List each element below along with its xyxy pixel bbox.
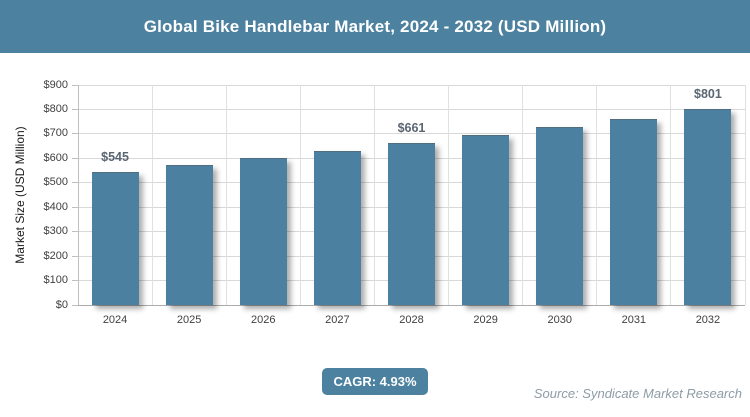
y-tick-label: $400 [43, 200, 68, 213]
x-tick-label: 2025 [176, 314, 202, 326]
bar [91, 171, 139, 305]
gridline-v [448, 85, 450, 305]
gridline-h [78, 84, 745, 86]
x-tick-label: 2027 [325, 314, 350, 326]
y-tick-mark [72, 255, 78, 257]
title-bar: Global Bike Handlebar Market, 2024 - 203… [0, 0, 750, 53]
gridline-v [596, 85, 598, 305]
y-tick-label: $900 [43, 78, 68, 91]
gridline-v [299, 85, 301, 305]
y-tick-label: $600 [43, 151, 68, 164]
x-tick-label: 2030 [547, 314, 572, 326]
data-label: $545 [101, 149, 129, 164]
gridline-h [78, 108, 745, 110]
gridline-v [225, 85, 227, 305]
source-note: Source: Syndicate Market Research [533, 386, 742, 401]
bar [610, 118, 658, 305]
y-tick-mark [72, 84, 78, 86]
y-tick-mark [72, 206, 78, 208]
bar [165, 165, 213, 305]
y-axis-line [77, 85, 79, 305]
y-tick-mark [72, 182, 78, 184]
bar [462, 135, 510, 305]
y-tick-mark [72, 157, 78, 159]
gridline-v [151, 85, 153, 305]
y-tick-mark [72, 133, 78, 135]
y-tick-label: $200 [43, 249, 68, 262]
x-tick-label: 2026 [251, 314, 276, 326]
cagr-badge: CAGR: 4.93% [322, 368, 428, 395]
y-tick-mark [72, 280, 78, 282]
y-tick-label: $100 [43, 274, 68, 287]
x-tick-label: 2028 [399, 314, 424, 326]
y-tick-label: $500 [43, 176, 68, 189]
data-label: $661 [397, 121, 426, 136]
bar [684, 109, 732, 305]
gridline-v [670, 85, 672, 305]
data-label: $801 [694, 87, 722, 102]
x-tick-label: 2032 [695, 314, 721, 326]
bar [313, 151, 361, 305]
y-tick-label: $0 [55, 298, 68, 311]
bar [388, 143, 435, 305]
y-tick-label: $300 [43, 225, 68, 238]
plot-area [77, 84, 746, 306]
y-tick-label: $700 [43, 127, 68, 140]
y-axis-title: Market Size (USD Million) [13, 126, 27, 264]
y-tick-label: $800 [43, 102, 68, 115]
chart-title: Global Bike Handlebar Market, 2024 - 203… [143, 16, 607, 36]
y-tick-mark [72, 231, 78, 233]
gridline-v [373, 85, 375, 305]
gridline-v [744, 85, 746, 305]
x-tick-label: 2024 [102, 314, 128, 326]
y-tick-mark [72, 108, 78, 110]
x-axis-line [78, 304, 745, 306]
x-tick-label: 2031 [621, 314, 647, 326]
x-tick-label: 2029 [473, 314, 498, 326]
bar [239, 158, 287, 305]
y-tick-mark [72, 304, 78, 306]
gridline-h [78, 133, 745, 135]
gridline-v [522, 85, 524, 305]
bar [536, 127, 584, 305]
